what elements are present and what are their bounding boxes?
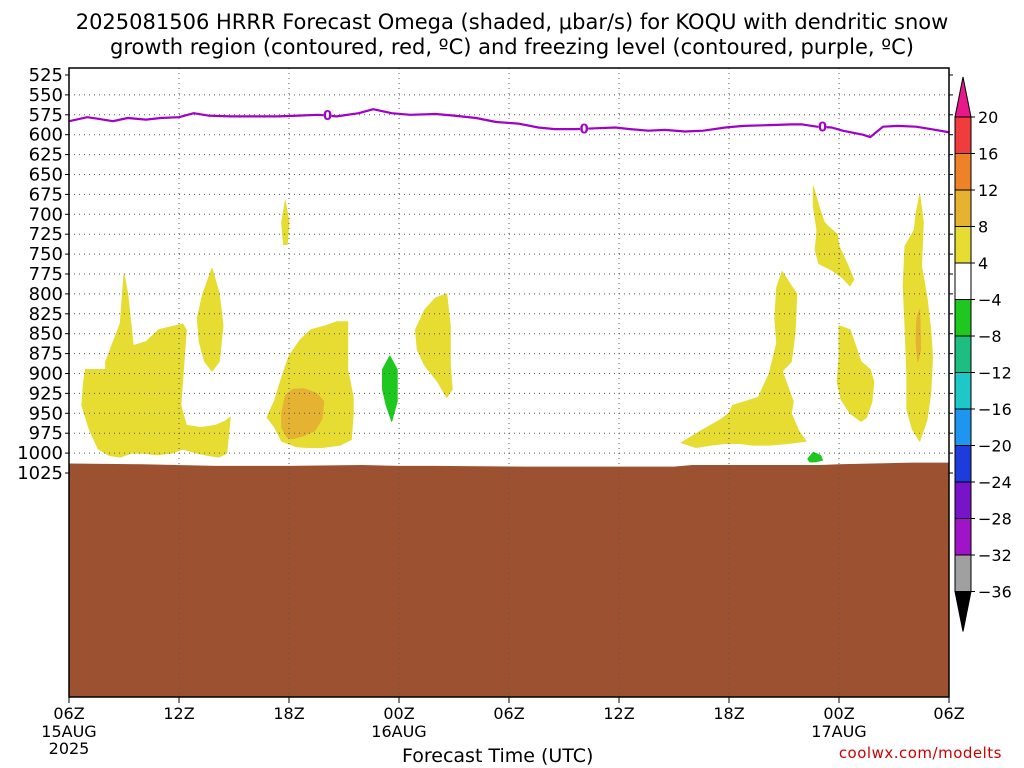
y-tick-label-875: 875 xyxy=(29,344,63,365)
colorbar-label-8: −16 xyxy=(978,400,1012,419)
omega-region-5 xyxy=(415,293,453,398)
x-tick-label-42: 00Z xyxy=(823,704,854,723)
y-tick-label-1000: 1000 xyxy=(17,443,63,464)
x-tick-label-6: 12Z xyxy=(163,704,194,723)
x-year-label-0: 2025 xyxy=(49,739,90,758)
freezing-level-label-2: 0 xyxy=(818,121,827,136)
y-tick-label-775: 775 xyxy=(29,264,63,285)
omega-region-8 xyxy=(836,325,875,422)
y-tick-label-525: 525 xyxy=(29,65,63,86)
y-tick-label-650: 650 xyxy=(29,165,63,186)
colorbar-segment-13 xyxy=(954,554,972,592)
y-tick-label-700: 700 xyxy=(29,204,63,225)
terrain-fill xyxy=(69,462,949,697)
x-tick-label-0: 06Z xyxy=(53,704,84,723)
y-tick-label-1025: 1025 xyxy=(17,463,63,484)
colorbar-label-12: −32 xyxy=(978,546,1012,565)
freezing-level-label-0: 0 xyxy=(323,109,332,124)
omega-region-6 xyxy=(680,271,807,448)
y-tick-label-800: 800 xyxy=(29,284,63,305)
colorbar-segment-1 xyxy=(954,116,972,154)
chart-title-line-1: 2025081506 HRRR Forecast Omega (shaded, … xyxy=(75,10,949,34)
y-tick-label-825: 825 xyxy=(29,304,63,325)
omega-region-10 xyxy=(915,309,922,363)
colorbar-segment-11 xyxy=(954,481,972,519)
x-day-label-18: 16AUG xyxy=(371,722,426,741)
colorbar-segment-7 xyxy=(954,335,972,373)
y-tick-label-550: 550 xyxy=(29,85,63,106)
freezing-label-bg-0 xyxy=(323,107,332,122)
colorbar-segment-2 xyxy=(954,153,972,191)
x-tick-label-30: 12Z xyxy=(603,704,634,723)
omega-region-1 xyxy=(196,267,224,372)
x-tick-label-36: 18Z xyxy=(713,704,744,723)
credit-text: coolwx.com/modelts xyxy=(838,744,1002,762)
x-day-label-0: 15AUG xyxy=(41,722,96,741)
omega-region-12 xyxy=(807,451,823,463)
x-tick-label-24: 06Z xyxy=(493,704,524,723)
colorbar-segment-4 xyxy=(954,226,972,264)
colorbar-segment-10 xyxy=(954,445,972,483)
x-tick-label-12: 18Z xyxy=(273,704,304,723)
colorbar-segment-3 xyxy=(954,189,972,227)
omega-region-4 xyxy=(281,388,325,440)
colorbar-segment-9 xyxy=(954,408,972,446)
colorbar-label-0: 20 xyxy=(978,108,998,127)
omega-region-2 xyxy=(281,200,290,245)
colorbar-label-4: 4 xyxy=(978,254,988,273)
y-tick-label-925: 925 xyxy=(29,383,63,404)
omega-region-11 xyxy=(382,355,398,422)
freezing-label-bg-1 xyxy=(580,121,589,136)
omega-region-0 xyxy=(81,273,231,458)
freezing-label-bg-2 xyxy=(818,119,827,134)
colorbar-label-6: −8 xyxy=(978,327,1002,346)
omega-region-7 xyxy=(812,185,855,287)
y-tick-label-975: 975 xyxy=(29,423,63,444)
colorbar-label-5: −4 xyxy=(978,291,1002,310)
colorbar-bottom-triangle xyxy=(954,591,972,632)
y-tick-label-725: 725 xyxy=(29,224,63,245)
colorbar-label-2: 12 xyxy=(978,181,998,200)
y-tick-label-900: 900 xyxy=(29,364,63,385)
colorbar-label-13: −36 xyxy=(978,583,1012,602)
colorbar-label-3: 8 xyxy=(978,218,988,237)
y-tick-label-625: 625 xyxy=(29,145,63,166)
colorbar-top-triangle xyxy=(954,76,972,118)
colorbar-segment-12 xyxy=(954,518,972,556)
y-tick-label-675: 675 xyxy=(29,184,63,205)
colorbar-segment-6 xyxy=(954,299,972,337)
colorbar-label-9: −20 xyxy=(978,437,1012,456)
colorbar-label-7: −12 xyxy=(978,364,1012,383)
x-tick-label-18: 00Z xyxy=(383,704,414,723)
colorbar-segment-8 xyxy=(954,372,972,410)
y-tick-label-850: 850 xyxy=(29,324,63,345)
colorbar-label-1: 16 xyxy=(978,145,998,164)
colorbar-label-11: −28 xyxy=(978,510,1012,529)
x-day-label-42: 17AUG xyxy=(811,722,866,741)
x-tick-label-48: 06Z xyxy=(933,704,964,723)
freezing-level-label-1: 0 xyxy=(580,122,589,137)
y-tick-label-575: 575 xyxy=(29,105,63,126)
y-tick-label-950: 950 xyxy=(29,403,63,424)
y-tick-label-600: 600 xyxy=(29,125,63,146)
y-tick-label-750: 750 xyxy=(29,244,63,265)
colorbar-segment-5 xyxy=(954,262,972,300)
freezing-level-line xyxy=(69,108,949,139)
chart-title-line-2: growth region (contoured, red, ºC) and f… xyxy=(110,35,914,59)
x-axis-label: Forecast Time (UTC) xyxy=(402,745,594,767)
colorbar-label-10: −24 xyxy=(978,473,1012,492)
